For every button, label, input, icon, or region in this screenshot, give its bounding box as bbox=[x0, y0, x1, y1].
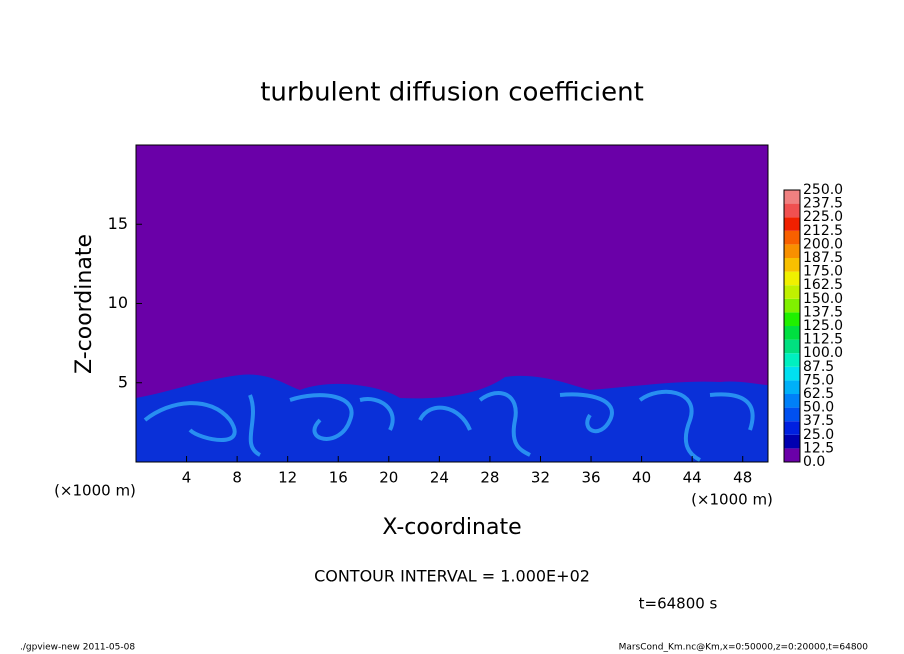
x-tick-label: 32 bbox=[531, 469, 550, 487]
x-axis-label: X-coordinate bbox=[382, 515, 521, 540]
colorbar-label: 162.5 bbox=[803, 277, 843, 293]
colorbar-frame bbox=[783, 189, 801, 463]
colorbar-box bbox=[784, 394, 800, 408]
footer-right: MarsCond_Km.nc@Km,x=0:50000,z=0:20000,t=… bbox=[619, 643, 869, 653]
colorbar-label: 187.5 bbox=[803, 250, 843, 266]
colorbar-box bbox=[784, 217, 800, 231]
footer-left: ./gpview-new 2011-05-08 bbox=[20, 643, 135, 653]
colorbar-box bbox=[784, 298, 800, 313]
x-tick-label: 4 bbox=[182, 469, 192, 487]
colorbar-label: 200.0 bbox=[803, 236, 843, 252]
colorbar-box bbox=[784, 203, 800, 218]
colorbar-label: 137.5 bbox=[803, 304, 843, 320]
colorbar-label: 0.0 bbox=[803, 454, 825, 470]
colorbar-label: 100.0 bbox=[803, 345, 843, 361]
colorbar-label: 75.0 bbox=[803, 372, 834, 388]
time-label: t=64800 s bbox=[639, 595, 718, 613]
x-tick-label: 48 bbox=[733, 469, 752, 487]
colorbar-box bbox=[784, 190, 800, 204]
colorbar-box bbox=[784, 366, 800, 381]
colorbar-box bbox=[784, 326, 800, 340]
y-axis-label: Z-coordinate bbox=[72, 234, 97, 374]
colorbar-label: 212.5 bbox=[803, 223, 843, 239]
y-tick-label: 5 bbox=[118, 372, 128, 391]
chart-title: turbulent diffusion coefficient bbox=[260, 78, 644, 108]
colorbar-label: 37.5 bbox=[803, 413, 834, 429]
x-unit: (×1000 m) bbox=[54, 482, 136, 500]
colorbar-label: 175.0 bbox=[803, 264, 843, 280]
colorbar-box bbox=[784, 448, 800, 462]
x-tick-label: 44 bbox=[683, 469, 702, 487]
x-unit: (×1000 m) bbox=[691, 491, 773, 509]
x-tick-label: 28 bbox=[480, 469, 499, 487]
colorbar-label: 150.0 bbox=[803, 291, 843, 307]
y-tick-label: 15 bbox=[108, 214, 128, 233]
contour-interval: CONTOUR INTERVAL = 1.000E+02 bbox=[314, 567, 590, 586]
colorbar-label: 12.5 bbox=[803, 440, 834, 456]
turbulent-layer bbox=[136, 374, 768, 462]
x-tick-label: 12 bbox=[278, 469, 297, 487]
colorbar-box bbox=[784, 353, 800, 367]
x-tick-label: 8 bbox=[232, 469, 242, 487]
colorbar-label: 87.5 bbox=[803, 359, 834, 375]
turbulent-eddies bbox=[143, 389, 755, 462]
colorbar-box bbox=[784, 244, 800, 258]
colorbar-label: 50.0 bbox=[803, 400, 834, 416]
x-tick-label: 24 bbox=[430, 469, 449, 487]
colorbar-box bbox=[784, 380, 800, 394]
colorbar-box bbox=[784, 407, 800, 422]
colorbar-box bbox=[784, 312, 800, 326]
colorbar-label: 25.0 bbox=[803, 427, 834, 443]
colorbar-box bbox=[784, 230, 800, 245]
x-tick-label: 20 bbox=[379, 469, 398, 487]
y-tick-label: 10 bbox=[108, 293, 128, 312]
x-tick-label: 40 bbox=[632, 469, 651, 487]
colorbar-label: 62.5 bbox=[803, 386, 834, 402]
colorbar-label: 250.0 bbox=[803, 182, 843, 198]
field bbox=[135, 144, 769, 463]
x-tick-label: 16 bbox=[329, 469, 348, 487]
colorbar-box bbox=[784, 339, 800, 354]
colorbar-box bbox=[784, 271, 800, 286]
colorbar-box bbox=[784, 434, 800, 449]
x-tick-label: 36 bbox=[581, 469, 600, 487]
colorbar-box bbox=[784, 421, 800, 435]
colorbar-box bbox=[784, 258, 800, 272]
colorbar-label: 225.0 bbox=[803, 209, 843, 225]
colorbar-label: 125.0 bbox=[803, 318, 843, 334]
colorbar-box bbox=[784, 285, 800, 299]
colorbar-label: 237.5 bbox=[803, 196, 843, 212]
colorbar-label: 112.5 bbox=[803, 332, 843, 348]
